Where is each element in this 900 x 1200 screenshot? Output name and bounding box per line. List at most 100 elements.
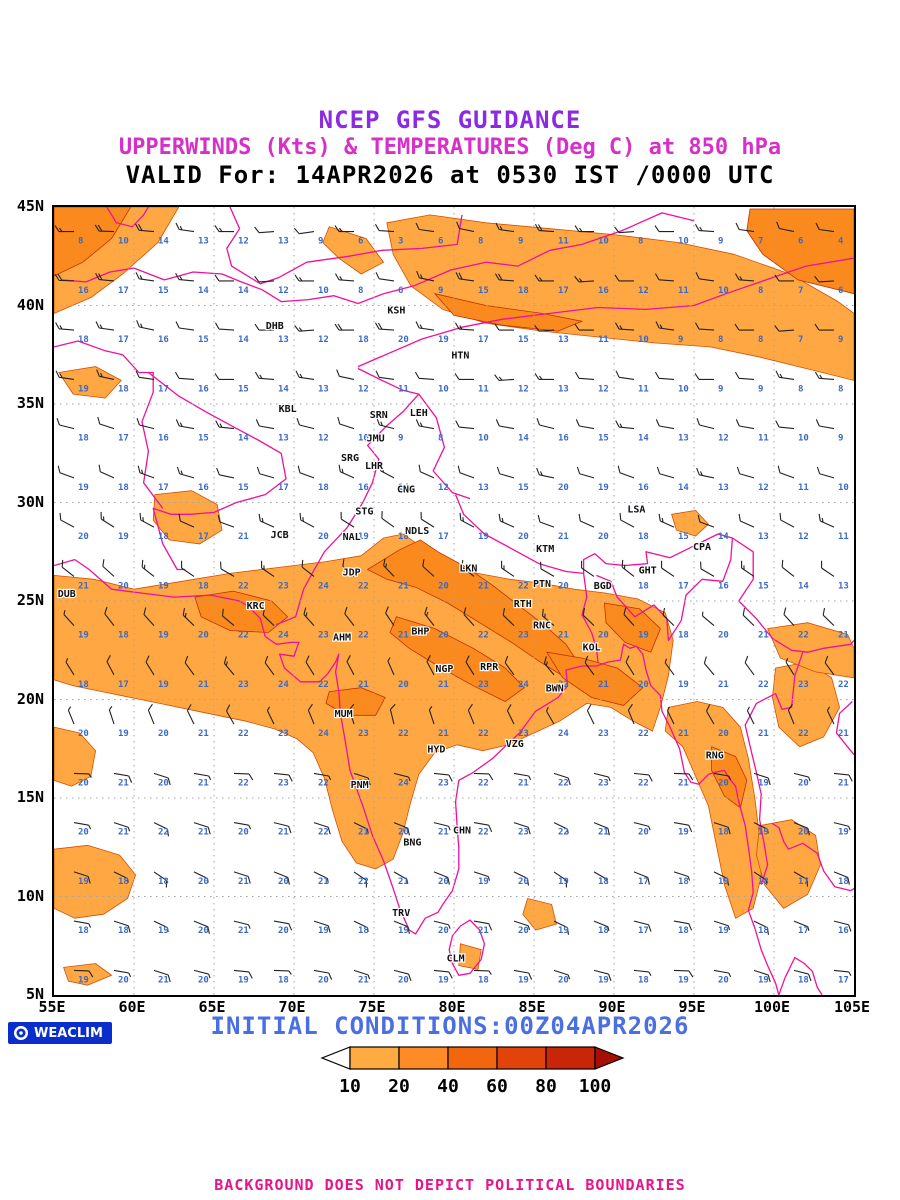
lon-label: 90E (598, 998, 626, 1016)
svg-text:17: 17 (158, 384, 169, 394)
station-label: LKN (459, 564, 477, 575)
svg-text:22: 22 (318, 778, 329, 788)
svg-text:18: 18 (118, 877, 129, 887)
svg-text:22: 22 (158, 828, 169, 838)
svg-text:17: 17 (198, 532, 209, 542)
svg-text:17: 17 (118, 434, 129, 444)
svg-text:19: 19 (678, 680, 689, 690)
svg-text:20: 20 (518, 877, 529, 887)
svg-text:19: 19 (78, 975, 89, 985)
svg-text:23: 23 (318, 631, 329, 641)
svg-text:24: 24 (558, 729, 569, 739)
svg-text:16: 16 (198, 483, 209, 493)
legend-value: 100 (578, 1076, 612, 1097)
svg-text:18: 18 (838, 877, 849, 887)
svg-text:20: 20 (718, 778, 729, 788)
svg-text:11: 11 (478, 384, 489, 394)
svg-text:9: 9 (718, 237, 723, 247)
svg-text:21: 21 (838, 729, 849, 739)
svg-text:20: 20 (558, 483, 569, 493)
svg-text:18: 18 (598, 877, 609, 887)
svg-text:20: 20 (638, 680, 649, 690)
svg-text:22: 22 (318, 828, 329, 838)
svg-text:19: 19 (158, 581, 169, 591)
svg-text:19: 19 (598, 975, 609, 985)
svg-text:16: 16 (158, 434, 169, 444)
legend-value: 80 (535, 1076, 557, 1097)
svg-text:20: 20 (78, 532, 89, 542)
svg-text:21: 21 (398, 581, 409, 591)
station-label: LSA (627, 504, 645, 515)
svg-text:19: 19 (758, 828, 769, 838)
svg-text:22: 22 (318, 680, 329, 690)
svg-text:18: 18 (78, 680, 89, 690)
svg-text:11: 11 (558, 237, 569, 247)
station-label: RPR (480, 662, 499, 673)
svg-text:19: 19 (438, 975, 449, 985)
svg-text:23: 23 (358, 729, 369, 739)
svg-text:12: 12 (238, 237, 249, 247)
station-label: RNC (533, 621, 551, 632)
svg-text:9: 9 (838, 335, 843, 345)
svg-text:14: 14 (278, 384, 289, 394)
svg-text:14: 14 (238, 286, 249, 296)
svg-text:21: 21 (198, 680, 209, 690)
svg-text:11: 11 (838, 532, 849, 542)
svg-text:21: 21 (358, 975, 369, 985)
svg-text:19: 19 (758, 778, 769, 788)
svg-text:12: 12 (318, 335, 329, 345)
svg-text:23: 23 (518, 729, 529, 739)
svg-text:20: 20 (438, 926, 449, 936)
svg-text:23: 23 (478, 680, 489, 690)
svg-text:9: 9 (438, 286, 443, 296)
svg-text:13: 13 (198, 237, 209, 247)
svg-text:9: 9 (838, 434, 843, 444)
svg-text:22: 22 (558, 680, 569, 690)
svg-text:18: 18 (358, 335, 369, 345)
svg-text:18: 18 (478, 975, 489, 985)
svg-text:18: 18 (518, 286, 529, 296)
svg-text:10: 10 (638, 335, 649, 345)
svg-text:19: 19 (158, 631, 169, 641)
svg-text:20: 20 (318, 532, 329, 542)
station-label: JCB (271, 530, 289, 541)
svg-text:23: 23 (238, 680, 249, 690)
svg-text:18: 18 (638, 975, 649, 985)
lat-label: 20N (16, 689, 44, 708)
svg-text:8: 8 (798, 384, 803, 394)
svg-text:19: 19 (78, 483, 89, 493)
svg-text:21: 21 (358, 828, 369, 838)
svg-text:16: 16 (718, 581, 729, 591)
svg-text:12: 12 (318, 434, 329, 444)
svg-text:21: 21 (398, 631, 409, 641)
svg-text:15: 15 (198, 434, 209, 444)
svg-text:20: 20 (318, 975, 329, 985)
station-label: LEH (410, 408, 428, 419)
svg-text:14: 14 (238, 434, 249, 444)
svg-text:18: 18 (678, 631, 689, 641)
svg-text:21: 21 (198, 778, 209, 788)
station-label: GHT (639, 565, 657, 576)
svg-text:21: 21 (398, 877, 409, 887)
svg-text:19: 19 (118, 532, 129, 542)
svg-text:18: 18 (118, 483, 129, 493)
svg-text:20: 20 (78, 778, 89, 788)
svg-text:13: 13 (718, 483, 729, 493)
svg-text:13: 13 (318, 384, 329, 394)
station-label: DHB (266, 321, 284, 332)
svg-text:20: 20 (558, 975, 569, 985)
svg-text:21: 21 (838, 631, 849, 641)
svg-text:6: 6 (798, 237, 803, 247)
weaclim-logo: WEACLIM (8, 1022, 112, 1044)
svg-text:19: 19 (718, 877, 729, 887)
svg-text:18: 18 (798, 975, 809, 985)
svg-text:20: 20 (438, 877, 449, 887)
svg-text:18: 18 (718, 828, 729, 838)
svg-text:16: 16 (558, 434, 569, 444)
svg-text:19: 19 (598, 483, 609, 493)
svg-text:17: 17 (638, 877, 649, 887)
station-label: BWN (546, 684, 564, 695)
legend-colorbar (320, 1046, 625, 1070)
svg-text:13: 13 (558, 335, 569, 345)
